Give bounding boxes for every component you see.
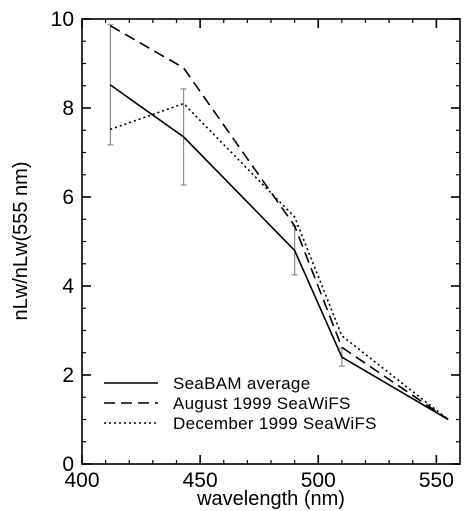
y-axis-label: nLw/nLw(555 nm) xyxy=(10,162,32,321)
series-line-solid xyxy=(109,84,449,421)
y-axis: 0 2 4 6 8 10 xyxy=(51,8,460,476)
x-tick-label: 400 xyxy=(64,469,99,492)
error-bars xyxy=(107,24,345,367)
x-tick-label: 550 xyxy=(419,469,454,492)
y-tick-label: 2 xyxy=(62,364,74,387)
y-tick-label: 8 xyxy=(62,97,74,120)
y-tick-label: 4 xyxy=(62,275,74,298)
x-axis-label: wavelength (nm) xyxy=(196,488,345,510)
legend-label: August 1999 SeaWiFS xyxy=(173,394,351,413)
y-tick-label: 6 xyxy=(62,186,74,209)
series-line-dashed xyxy=(109,25,449,421)
x-tick-label: 500 xyxy=(301,469,336,492)
series-line-dotted xyxy=(110,102,449,421)
y-tick-label: 10 xyxy=(51,8,74,31)
x-tick-label: 450 xyxy=(183,469,218,492)
y-tick-label: 0 xyxy=(62,453,74,476)
series-lines xyxy=(109,25,449,421)
x-axis: 400 450 500 550 xyxy=(64,19,454,492)
legend-label: SeaBAM average xyxy=(173,374,310,393)
legend-label: December 1999 SeaWiFS xyxy=(173,414,377,433)
